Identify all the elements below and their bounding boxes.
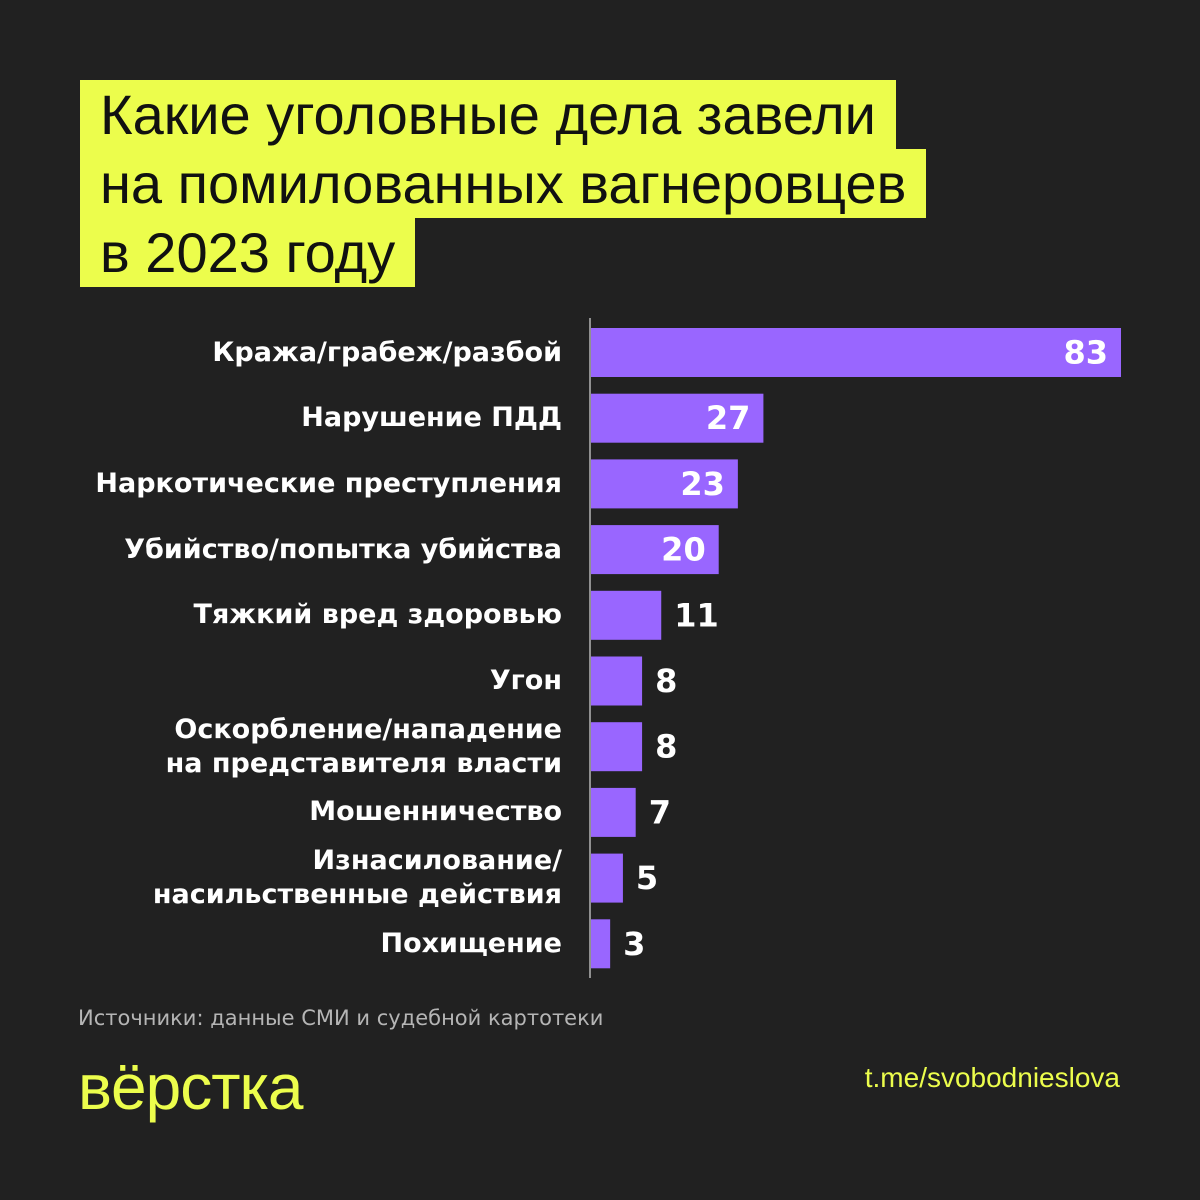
category-label: Убийство/попытка убийства bbox=[124, 533, 562, 565]
data-label: 27 bbox=[706, 399, 751, 437]
category-label: Похищение bbox=[380, 927, 562, 959]
category-label: Оскорбление/нападение на представителя вл… bbox=[165, 713, 562, 779]
bar bbox=[591, 656, 643, 706]
data-label: 11 bbox=[674, 596, 719, 634]
bar bbox=[591, 393, 764, 443]
category-label: Наркотические преступления bbox=[95, 467, 562, 499]
category-label: Мошенничество bbox=[309, 796, 562, 828]
bar bbox=[591, 919, 611, 969]
bar bbox=[591, 787, 636, 837]
bar bbox=[591, 722, 643, 772]
chart-title: Какие уголовные дела завели на помилован… bbox=[80, 80, 927, 287]
category-label: Тяжкий вред здоровью bbox=[193, 599, 562, 631]
bar bbox=[591, 459, 738, 509]
data-label: 83 bbox=[1063, 334, 1108, 372]
data-label: 23 bbox=[680, 465, 725, 503]
bar bbox=[591, 328, 1121, 377]
category-label: Кража/грабеж/разбой bbox=[212, 336, 562, 368]
data-label: 3 bbox=[623, 925, 645, 963]
channel-link[interactable]: t.me/svobodnieslova bbox=[864, 1062, 1120, 1093]
bar bbox=[591, 853, 623, 903]
data-label: 8 bbox=[655, 728, 677, 766]
data-label: 5 bbox=[636, 859, 658, 897]
data-label: 20 bbox=[661, 531, 706, 569]
category-label: Нарушение ПДД bbox=[301, 402, 562, 434]
bar bbox=[591, 525, 719, 575]
title-line-2: на помилованных вагнеровцев bbox=[80, 149, 927, 218]
data-label: 8 bbox=[655, 662, 677, 700]
bar-chart: 83 27 23 20 11 8 8 7 5 3 bbox=[589, 318, 1121, 978]
bar bbox=[591, 590, 662, 640]
category-label: Угон bbox=[489, 665, 562, 696]
title-line-3: в 2023 году bbox=[80, 218, 416, 287]
title-line-1: Какие уголовные дела завели bbox=[80, 80, 896, 149]
data-label: 7 bbox=[649, 793, 671, 831]
logo: вёрстка bbox=[78, 1051, 303, 1123]
category-label: Изнасилование/насильственные действия bbox=[152, 845, 562, 911]
source-note: Источники: данные СМИ и судебной картоте… bbox=[78, 1006, 604, 1030]
